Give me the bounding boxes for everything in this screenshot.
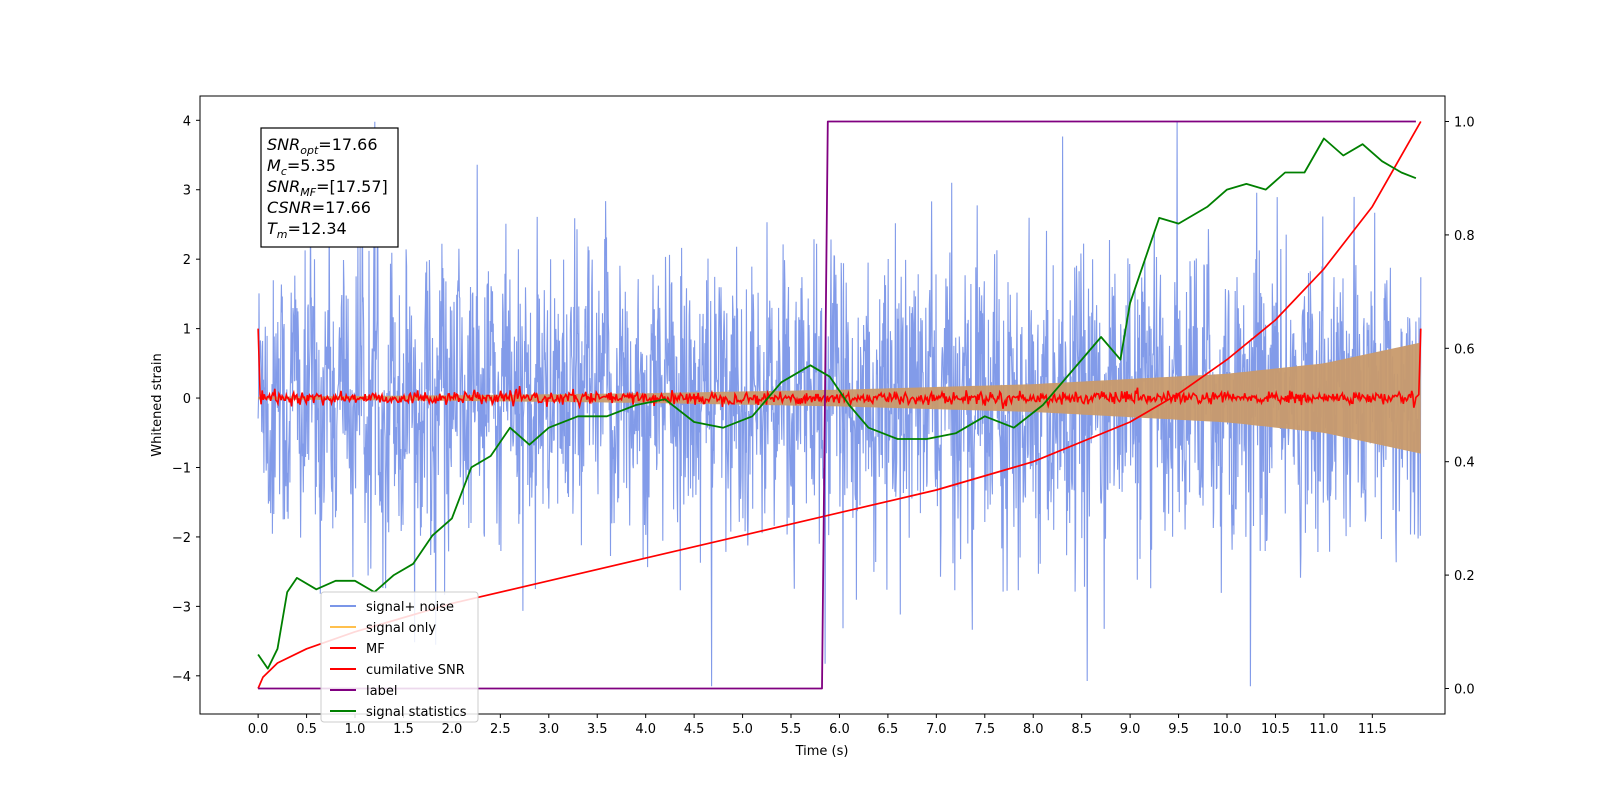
x-tick-label: 0.5	[296, 722, 317, 737]
x-tick-label: 4.5	[684, 722, 705, 737]
y-axis-label: Whitened strain	[150, 353, 165, 456]
x-tick-label: 11.0	[1309, 722, 1338, 737]
series-label	[258, 120, 1416, 690]
mf-line	[257, 328, 1422, 410]
legend-label: signal only	[366, 621, 436, 636]
y-tick-label: 2	[183, 253, 191, 268]
legend-label: cumilative SNR	[366, 663, 465, 678]
legend: signal+ noise signal only MF cumilative SNR…	[320, 591, 479, 723]
x-tick-label: 2.5	[490, 722, 511, 737]
legend-label: MF	[366, 642, 385, 657]
x-tick-label: 10.0	[1213, 722, 1242, 737]
legend-label: label	[366, 684, 397, 699]
series-mf	[257, 328, 1422, 410]
y-tick-label: 3	[183, 184, 191, 199]
x-tick-label: 6.5	[878, 722, 899, 737]
x-tick-label: 8.5	[1071, 722, 1092, 737]
x-axis: 0.0 0.5 1.0 1.5 2.0 2.5 3.0 3.5 4.0 4.5 5.0 5.5 6.0 6…	[248, 714, 1387, 737]
x-tick-label: 5.5	[781, 722, 802, 737]
x-tick-label: 11.5	[1358, 722, 1387, 737]
x-tick-label: 3.5	[587, 722, 608, 737]
x-tick-label: 4.0	[635, 722, 656, 737]
x-tick-label: 0.0	[248, 722, 269, 737]
y2-tick-label: 0.2	[1454, 569, 1475, 584]
x-tick-label: 8.0	[1023, 722, 1044, 737]
y-tick-label: −2	[172, 531, 191, 546]
y2-tick-label: 0.4	[1454, 456, 1475, 471]
y-tick-label: −4	[172, 670, 191, 685]
x-tick-label: 9.0	[1120, 722, 1141, 737]
legend-frame	[320, 591, 479, 723]
y-tick-label: 0	[183, 392, 191, 407]
y-tick-label: 4	[183, 114, 191, 129]
x-axis-label: Time (s)	[795, 744, 849, 759]
x-tick-label: 1.0	[345, 722, 366, 737]
info-snr-opt: SNRopt=17.66	[267, 135, 378, 157]
y-axis-right: 1.0 0.8 0.6 0.4 0.2 0.0	[1445, 116, 1475, 697]
x-tick-label: 7.5	[974, 722, 995, 737]
y2-tick-label: 1.0	[1454, 116, 1475, 131]
y-tick-label: −1	[172, 461, 191, 476]
x-tick-label: 6.0	[829, 722, 850, 737]
label-line	[258, 120, 1416, 690]
info-box: SNRopt=17.66 Mc=5.35 SNRMF=[17.57] CSNR=…	[260, 127, 399, 248]
x-tick-label: 1.5	[393, 722, 414, 737]
x-tick-label: 5.0	[732, 722, 753, 737]
y2-tick-label: 0.8	[1454, 229, 1475, 244]
y2-tick-label: 0.6	[1454, 342, 1475, 357]
y-tick-label: −3	[172, 600, 191, 615]
x-tick-label: 9.5	[1168, 722, 1189, 737]
series-cumilative-snr	[257, 121, 1422, 689]
x-tick-label: 3.0	[538, 722, 559, 737]
plot-area	[257, 120, 1422, 690]
y2-tick-label: 0.0	[1454, 682, 1475, 697]
info-csnr: CSNR=17.66	[267, 198, 371, 217]
plot-frame	[199, 95, 1446, 715]
info-tm: Tm=12.34	[267, 219, 347, 241]
x-tick-label: 7.0	[926, 722, 947, 737]
series-signal-statistics	[257, 137, 1417, 670]
x-tick-label: 2.0	[442, 722, 463, 737]
info-box-frame	[260, 127, 399, 248]
legend-label: signal statistics	[366, 705, 467, 720]
legend-label: signal+ noise	[366, 600, 454, 615]
y-tick-label: 1	[183, 323, 191, 338]
info-mc: Mc=5.35	[267, 156, 336, 178]
y-axis-left: 4 3 2 1 0 −1 −2 −3 −4	[172, 114, 200, 685]
x-tick-label: 10.5	[1261, 722, 1290, 737]
info-snr-mf: SNRMF=[17.57]	[267, 177, 388, 199]
signal-statistics-line	[257, 137, 1417, 670]
cumilative-snr-line	[257, 121, 1422, 689]
